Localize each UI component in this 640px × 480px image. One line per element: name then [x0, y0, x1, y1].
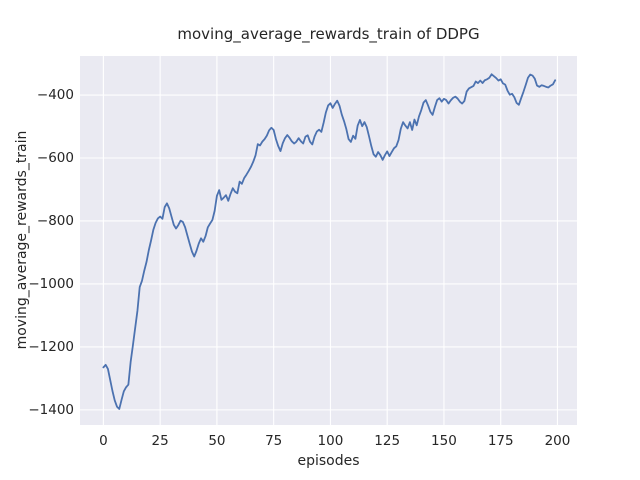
line-chart-canvas: [80, 56, 577, 425]
chart-title: moving_average_rewards_train of DDPG: [177, 25, 480, 43]
plot-area: [80, 56, 577, 425]
x-tick-label: 175: [487, 433, 514, 449]
x-axis-label: episodes: [297, 453, 360, 469]
y-tick-label: −800: [36, 212, 74, 229]
x-tick-label: 25: [151, 433, 169, 449]
x-tick-label: 200: [544, 433, 571, 449]
x-tick-label: 50: [208, 433, 226, 449]
y-tick-label: −1200: [28, 338, 74, 355]
x-tick-label: 75: [265, 433, 283, 449]
x-tick-label: 0: [99, 433, 108, 449]
y-tick-label: −1400: [28, 401, 74, 418]
y-tick-label: −1000: [28, 275, 74, 292]
x-tick-label: 100: [317, 433, 344, 449]
y-tick-label: −400: [36, 87, 74, 104]
y-axis-label-text: moving_average_rewards_train: [14, 130, 30, 350]
x-tick-label: 125: [374, 433, 401, 449]
y-tick-label: −600: [36, 150, 74, 166]
x-tick-label: 150: [431, 433, 457, 449]
line-series: [102, 73, 557, 410]
grid-lines: [80, 56, 577, 425]
